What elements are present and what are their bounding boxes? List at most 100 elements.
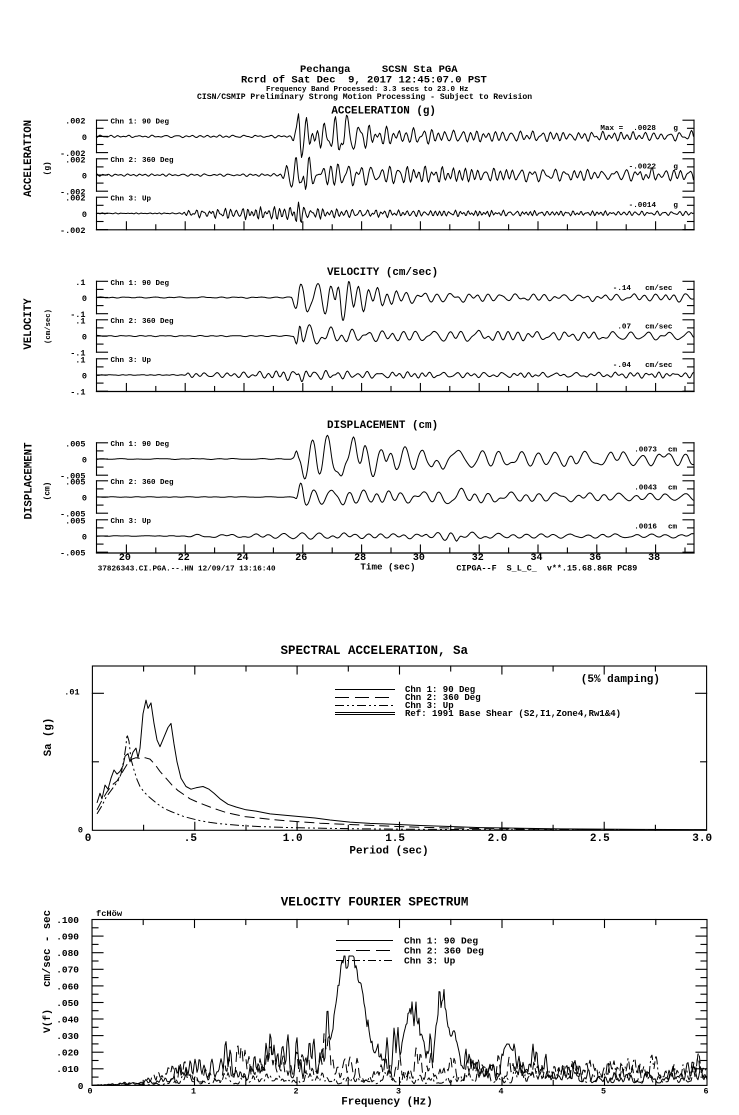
svg-text:VELOCITY (cm/sec): VELOCITY (cm/sec) xyxy=(327,267,438,279)
svg-text:0: 0 xyxy=(82,172,87,182)
svg-text:.002: .002 xyxy=(65,194,85,204)
svg-text:Chn 3: Up: Chn 3: Up xyxy=(111,195,152,203)
svg-text:Period (sec): Period (sec) xyxy=(349,846,428,858)
svg-text:.005: .005 xyxy=(65,439,85,449)
svg-text:(cm/sec): (cm/sec) xyxy=(45,309,53,344)
svg-text:.0043: .0043 xyxy=(634,485,657,493)
svg-text:.080: .080 xyxy=(56,948,79,959)
svg-text:Time (sec): Time (sec) xyxy=(360,562,415,573)
svg-text:(g): (g) xyxy=(45,161,53,175)
svg-text:3.0: 3.0 xyxy=(692,833,712,845)
svg-text:.030: .030 xyxy=(56,1031,79,1042)
svg-text:.050: .050 xyxy=(56,998,79,1009)
svg-text:Pechanga SCSN Sta PGA: Pechanga SCSN Sta PGA xyxy=(300,64,458,76)
svg-text:0: 0 xyxy=(82,333,87,343)
svg-text:Chn 2: 360 Deg: Chn 2: 360 Deg xyxy=(405,693,481,703)
svg-text:5: 5 xyxy=(601,1087,606,1097)
svg-text:-.04: -.04 xyxy=(613,362,632,370)
svg-text:-.1: -.1 xyxy=(70,310,85,320)
svg-text:Chn 1: 90 Deg: Chn 1: 90 Deg xyxy=(405,685,475,695)
svg-text:0: 0 xyxy=(82,494,87,504)
svg-text:g: g xyxy=(673,164,678,172)
svg-text:Chn 2: 360 Deg: Chn 2: 360 Deg xyxy=(111,318,175,326)
svg-text:V(f): V(f) xyxy=(42,1009,54,1033)
svg-text:.040: .040 xyxy=(56,1014,79,1025)
svg-text:.020: .020 xyxy=(56,1048,79,1059)
svg-text:cm: cm xyxy=(668,524,678,532)
svg-text:0: 0 xyxy=(78,825,83,835)
svg-text:.005: .005 xyxy=(65,477,85,487)
svg-text:ACCELERATION: ACCELERATION xyxy=(23,120,35,197)
svg-text:Max =: Max = xyxy=(600,125,623,133)
svg-text:38: 38 xyxy=(648,553,660,564)
svg-text:VELOCITY: VELOCITY xyxy=(23,298,35,350)
svg-text:.060: .060 xyxy=(56,981,79,992)
svg-text:.0016: .0016 xyxy=(634,524,657,532)
svg-text:.010: .010 xyxy=(56,1064,79,1075)
svg-text:.002: .002 xyxy=(65,117,85,127)
svg-text:34: 34 xyxy=(530,553,542,564)
svg-text:-.005: -.005 xyxy=(60,472,86,482)
svg-text:2.5: 2.5 xyxy=(590,833,610,845)
svg-text:-.005: -.005 xyxy=(60,510,86,520)
svg-text:20: 20 xyxy=(119,553,131,564)
svg-text:Rcrd of Sat Dec 9, 2017 12:45: Rcrd of Sat Dec 9, 2017 12:45:07.0 PST xyxy=(241,75,487,87)
svg-text:Sa (g): Sa (g) xyxy=(43,718,55,756)
svg-text:4: 4 xyxy=(498,1087,503,1097)
svg-text:(5% damping): (5% damping) xyxy=(581,674,660,686)
svg-text:1: 1 xyxy=(191,1087,196,1097)
svg-text:ACCELERATION (g): ACCELERATION (g) xyxy=(331,106,436,118)
svg-text:.1: .1 xyxy=(75,316,85,326)
svg-text:cm: cm xyxy=(668,447,678,455)
svg-text:Chn 2: 360 Deg: Chn 2: 360 Deg xyxy=(404,946,484,957)
svg-text:(cm): (cm) xyxy=(45,482,53,501)
svg-text:Chn 3: Up: Chn 3: Up xyxy=(111,357,152,365)
svg-text:Chn 2: 360 Deg: Chn 2: 360 Deg xyxy=(111,479,175,487)
svg-text:g: g xyxy=(673,202,678,210)
svg-text:2: 2 xyxy=(293,1087,298,1097)
svg-text:cm: cm xyxy=(668,485,678,493)
svg-text:.090: .090 xyxy=(56,932,79,943)
svg-text:VELOCITY FOURIER SPECTRUM: VELOCITY FOURIER SPECTRUM xyxy=(281,896,469,910)
svg-text:2.0: 2.0 xyxy=(488,833,508,845)
svg-text:Chn 3: Up: Chn 3: Up xyxy=(111,518,152,526)
svg-text:32: 32 xyxy=(472,553,484,564)
svg-text:fcHöw: fcHöw xyxy=(96,909,123,919)
svg-text:cm/sec: cm/sec xyxy=(645,285,673,293)
svg-text:.070: .070 xyxy=(56,965,79,976)
svg-text:30: 30 xyxy=(413,553,425,564)
svg-text:3: 3 xyxy=(396,1087,401,1097)
svg-text:CISN/CSMIP Preliminary Strong: CISN/CSMIP Preliminary Strong Motion Pro… xyxy=(197,93,532,102)
svg-text:cm/sec: cm/sec xyxy=(645,324,673,332)
svg-text:0: 0 xyxy=(87,1087,92,1097)
svg-text:-.14: -.14 xyxy=(613,285,632,293)
svg-text:.100: .100 xyxy=(56,915,79,926)
svg-text:-.1: -.1 xyxy=(70,388,85,398)
svg-text:36: 36 xyxy=(589,553,601,564)
svg-text:0: 0 xyxy=(82,210,87,220)
svg-text:6: 6 xyxy=(703,1087,708,1097)
svg-text:0: 0 xyxy=(78,1081,84,1092)
svg-text:0: 0 xyxy=(82,533,87,543)
svg-text:.0073: .0073 xyxy=(634,447,657,455)
svg-text:Chn 1: 90 Deg: Chn 1: 90 Deg xyxy=(111,441,170,449)
svg-text:Frequency Band Processed: 3.3: Frequency Band Processed: 3.3 secs to 23… xyxy=(266,86,469,94)
svg-text:0: 0 xyxy=(82,456,87,466)
svg-text:-.0014: -.0014 xyxy=(629,202,657,210)
svg-text:37826343.CI.PGA.--.HN 12/09/17: 37826343.CI.PGA.--.HN 12/09/17 13:16:40 xyxy=(98,566,276,574)
svg-text:.07: .07 xyxy=(617,324,631,332)
svg-text:1.5: 1.5 xyxy=(385,833,405,845)
svg-text:Ref: 1991 Base Shear (S2,I1,Zo: Ref: 1991 Base Shear (S2,I1,Zone4,Rw1&4) xyxy=(405,709,621,719)
svg-text:-.1: -.1 xyxy=(70,349,85,359)
svg-text:-.0022: -.0022 xyxy=(629,164,657,172)
svg-text:Frequency (Hz): Frequency (Hz) xyxy=(341,1097,433,1109)
svg-text:.002: .002 xyxy=(65,155,85,165)
svg-text:1.0: 1.0 xyxy=(283,833,303,845)
svg-text:g: g xyxy=(673,125,678,133)
svg-text:0: 0 xyxy=(85,833,92,845)
svg-text:SPECTRAL ACCELERATION, Sa: SPECTRAL ACCELERATION, Sa xyxy=(281,644,469,658)
svg-text:Chn 2: 360 Deg: Chn 2: 360 Deg xyxy=(111,157,175,165)
svg-text:28: 28 xyxy=(354,553,366,564)
svg-text:Chn 1: 90 Deg: Chn 1: 90 Deg xyxy=(111,280,170,288)
svg-text:-.002: -.002 xyxy=(60,226,86,236)
